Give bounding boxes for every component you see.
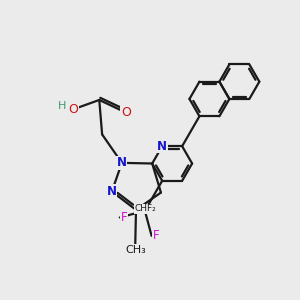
Text: N: N <box>117 156 127 170</box>
Text: N: N <box>107 185 117 198</box>
Text: O: O <box>121 106 131 119</box>
Text: N: N <box>157 140 167 153</box>
Text: CHF₂: CHF₂ <box>134 204 156 213</box>
Text: O: O <box>68 103 78 116</box>
Text: H: H <box>58 101 67 111</box>
Text: F: F <box>153 229 159 242</box>
Text: F: F <box>121 211 128 224</box>
Text: CH₃: CH₃ <box>125 245 146 255</box>
